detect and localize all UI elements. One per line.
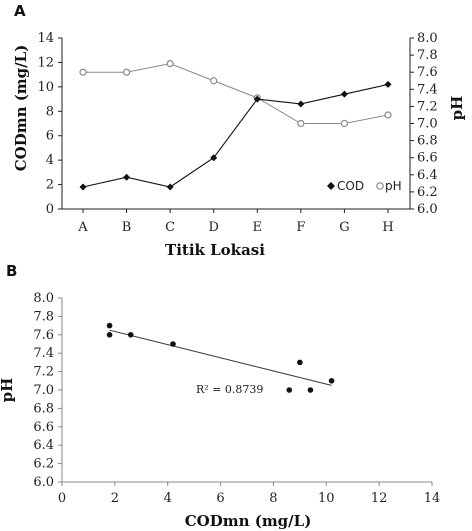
panel-a-right-tick-label: 6.4 xyxy=(417,168,438,183)
scatter-point xyxy=(106,322,113,329)
legend-ph-label: pH xyxy=(385,179,402,193)
ph-point xyxy=(384,111,392,119)
scatter-point xyxy=(307,387,314,393)
panel-b-x-tick-label: 0 xyxy=(58,491,66,506)
panel-a-x-tick-label: G xyxy=(339,220,349,235)
panel-a-label: A xyxy=(14,2,26,20)
panel-b-y-tick-label: 7.8 xyxy=(33,309,54,324)
panel-b-y-tick-label: 6.8 xyxy=(33,401,54,416)
panel-a-x-tick-label: A xyxy=(77,220,88,235)
panel-a-right-tick-label: 7.8 xyxy=(417,48,438,63)
panel-b-x-tick-label: 10 xyxy=(318,491,335,506)
cod-point xyxy=(340,90,348,98)
panel-a-right-tick-label: 6.6 xyxy=(417,151,438,166)
ph-point xyxy=(166,60,174,68)
panel-a-left-tick-label: 6 xyxy=(46,129,54,144)
panel-a-right-tick-label: 7.6 xyxy=(417,65,438,80)
panel-b-y-axis-title: pH xyxy=(0,378,16,403)
panel-b-x-tick-label: 2 xyxy=(111,491,119,506)
panel-b-y-tick-label: 6.0 xyxy=(33,475,54,490)
panel-b-x-tick-label: 8 xyxy=(269,491,277,506)
panel-a-x-tick-label: B xyxy=(122,220,132,235)
ph-point xyxy=(210,77,218,85)
panel-a-left-tick-label: 4 xyxy=(46,153,54,168)
scatter-point xyxy=(297,359,303,366)
panel-a-right-tick-label: 6.8 xyxy=(417,134,438,149)
panel-a-x-tick-label: H xyxy=(382,220,393,235)
ph-point xyxy=(79,68,87,76)
panel-a-right-tick-label: 7.0 xyxy=(417,117,438,132)
cod-point xyxy=(79,183,87,191)
panel-a-right-tick-label: 6.0 xyxy=(417,202,438,217)
panel-b-x-tick-label: 14 xyxy=(424,491,441,506)
panel-a-x-axis-title: Titik Lokasi xyxy=(165,241,265,259)
panel-a-plot: 0 2 4 6 8 10 12 14 6.0 6.2 6.4 6.6 6.8 7.0 7.2 7.4 7.6 7.… xyxy=(37,31,437,235)
panel-b-x-tick-label: 6 xyxy=(216,491,224,506)
panel-a-x-tick-label: D xyxy=(208,220,218,235)
panel-a-right-tick-label: 6.2 xyxy=(417,185,438,200)
cod-point xyxy=(384,80,392,88)
scatter-point xyxy=(127,332,134,338)
panel-b-y-tick-label: 7.4 xyxy=(33,346,54,361)
scatter-point xyxy=(170,341,176,347)
panel-a-left-tick-label: 8 xyxy=(46,104,54,119)
panel-b-r-squared: R² = 0.8739 xyxy=(196,383,263,396)
cod-point xyxy=(253,95,261,103)
panel-a-left-tick-label: 10 xyxy=(37,80,54,95)
scatter-point xyxy=(106,332,113,338)
panel-b-y-tick-label: 7.2 xyxy=(33,365,54,380)
panel-a-x-tick-label: C xyxy=(165,220,175,235)
panel-b-y-tick-label: 7.6 xyxy=(33,328,54,343)
panel-b-x-tick-label: 4 xyxy=(164,491,172,506)
cod-series-line xyxy=(82,83,389,188)
panel-b-y-tick-label: 6.2 xyxy=(33,457,54,472)
legend-cod-marker xyxy=(327,182,335,190)
panel-b-y-tick-label: 6.6 xyxy=(33,420,54,435)
panel-b-y-tick-label: 6.4 xyxy=(33,438,54,453)
cod-point xyxy=(123,173,131,181)
panel-b-y-tick-label: 7.0 xyxy=(33,383,54,398)
ph-point xyxy=(340,119,349,128)
panel-a-y2-axis-title: pH xyxy=(448,96,466,121)
panel-a-left-tick-label: 0 xyxy=(46,202,54,217)
panel-b-trendline xyxy=(109,329,332,386)
legend-cod-label: COD xyxy=(337,179,364,193)
panel-a-right-tick-label: 7.4 xyxy=(417,82,438,97)
panel-a-left-tick-label: 12 xyxy=(37,55,54,70)
panel-a-x-tick-label: F xyxy=(296,220,305,235)
panel-b-x-axis-title: CODmn (mg/L) xyxy=(185,512,312,530)
scatter-point xyxy=(328,378,335,384)
legend-ph-marker xyxy=(376,182,384,190)
ph-point xyxy=(297,119,305,128)
panel-b-x-tick-label: 12 xyxy=(371,491,388,506)
panel-a-right-tick-label: 7.2 xyxy=(417,99,438,114)
ph-point xyxy=(122,68,131,76)
scatter-point xyxy=(286,387,293,393)
cod-point xyxy=(297,100,305,108)
ph-series-line xyxy=(83,63,389,124)
panel-a-y-axis-title: CODmn (mg/L) xyxy=(12,45,30,172)
cod-point xyxy=(166,183,174,191)
panel-b-y-tick-label: 8.0 xyxy=(33,291,54,306)
panel-a-legend: COD pH xyxy=(327,179,402,193)
panel-a-left-tick-label: 2 xyxy=(46,178,54,193)
panel-a-left-tick-label: 14 xyxy=(37,31,54,46)
panel-a-right-tick-label: 8.0 xyxy=(417,31,438,46)
cod-point xyxy=(210,154,218,162)
panel-b-label: B xyxy=(6,262,17,280)
panel-b-plot: 6.0 6.2 6.4 6.6 6.8 7.0 7.2 7.4 7.6 7.8 8.0 0 2 4 6 8 10… xyxy=(33,291,440,506)
panel-a-x-tick-label: E xyxy=(253,220,263,235)
